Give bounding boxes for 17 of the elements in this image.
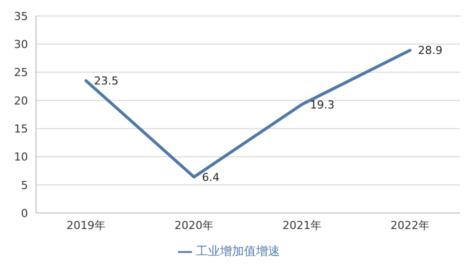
x-tick-label: 2022年 bbox=[390, 218, 430, 232]
data-label: 6.4 bbox=[202, 170, 220, 184]
legend-label: 工业增加值增速 bbox=[196, 244, 280, 258]
x-tick-label: 2021年 bbox=[282, 218, 322, 232]
y-tick-label: 0 bbox=[21, 206, 28, 220]
y-tick-label: 15 bbox=[14, 122, 28, 136]
y-tick-label: 5 bbox=[21, 178, 28, 192]
y-tick-label: 30 bbox=[14, 38, 28, 52]
x-tick-label: 2020年 bbox=[174, 218, 214, 232]
y-tick-label: 20 bbox=[14, 94, 28, 108]
y-tick-label: 35 bbox=[14, 10, 28, 23]
y-tick-label: 10 bbox=[14, 150, 28, 164]
x-tick-label: 2019年 bbox=[66, 218, 106, 232]
data-label: 19.3 bbox=[310, 98, 334, 112]
data-label: 28.9 bbox=[418, 44, 442, 58]
y-tick-label: 25 bbox=[14, 66, 28, 80]
data-label: 23.5 bbox=[94, 74, 118, 88]
